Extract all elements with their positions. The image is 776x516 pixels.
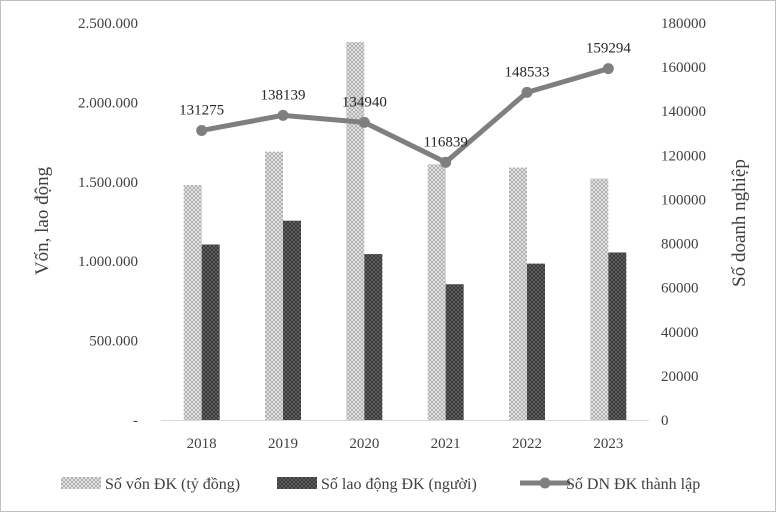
y-right-tick-label: 140000 [661,104,706,120]
x-tick-label: 2018 [187,436,217,452]
bar-von [590,178,609,420]
line-marker [196,124,208,136]
data-label: 148533 [505,64,550,80]
y-left-tick-label: 1.000.000 [78,254,138,270]
line-marker [602,63,614,75]
y-left-tick-label: 2.000.000 [78,95,138,111]
legend-label-von: Số vốn ĐK (tỷ đồng) [105,476,240,493]
legend-swatch-von [61,477,101,489]
y-right-tick-label: 120000 [661,148,706,164]
line-so-dn [201,66,610,165]
y-right-tick-label: 80000 [661,237,699,253]
line-marker [277,109,289,121]
x-tick-label: 2022 [512,436,542,452]
y-right-tick-label: 100000 [661,192,706,208]
legend-swatch-marker [539,477,551,489]
legend-swatch-lao-dong [277,477,317,489]
legend: Số vốn ĐK (tỷ đồng) Số lao động ĐK (người… [61,476,700,493]
plot-area: - 500.000 1.000.000 1.500.000 2.000.000 2.500… [78,16,706,452]
y-left-tick-label: 2.500.000 [78,16,138,32]
y-right-tick-label: 20000 [661,369,699,385]
data-label: 134940 [342,94,387,110]
right-axis-title: Số doanh nghiệp [729,159,750,287]
x-tick-label: 2021 [431,436,461,452]
y-right-tick-label: 60000 [661,281,699,297]
data-label: 159294 [586,41,632,57]
bar-lao-dong [201,244,220,420]
bar-von [183,184,202,420]
left-axis-title: Vốn, lao động [32,166,53,275]
y-left-tick-label: 1.500.000 [78,175,138,191]
y-right-tick-label: 40000 [661,325,699,341]
y-left-tick-label: - [133,413,138,429]
legend-label-lao-dong: Số lao động ĐK (người) [321,476,477,493]
legend-label-so-dn: Số DN ĐK thành lập [566,476,700,493]
bar-lao-dong [364,254,383,420]
line-marker [358,116,370,128]
y-right-tick-label: 180000 [661,16,706,32]
bar-lao-dong [608,252,627,420]
line-marker [521,86,533,98]
line-marker [440,156,452,168]
data-label: 138139 [261,87,306,103]
data-label: 116839 [423,134,467,150]
x-tick-label: 2020 [349,436,379,452]
y-right-tick-label: 0 [661,413,669,429]
bar-von [427,164,446,420]
bar-lao-dong [527,263,545,420]
x-tick-label: 2019 [268,436,298,452]
bar-von [346,42,365,420]
x-tick-label: 2023 [593,436,623,452]
bar-lao-dong [445,284,464,420]
bar-von [265,151,283,421]
y-left-tick-label: 500.000 [89,334,138,350]
bar-von [509,167,527,420]
y-right-tick-label: 160000 [661,60,706,76]
data-label: 131275 [179,102,224,118]
bar-lao-dong [283,220,301,420]
